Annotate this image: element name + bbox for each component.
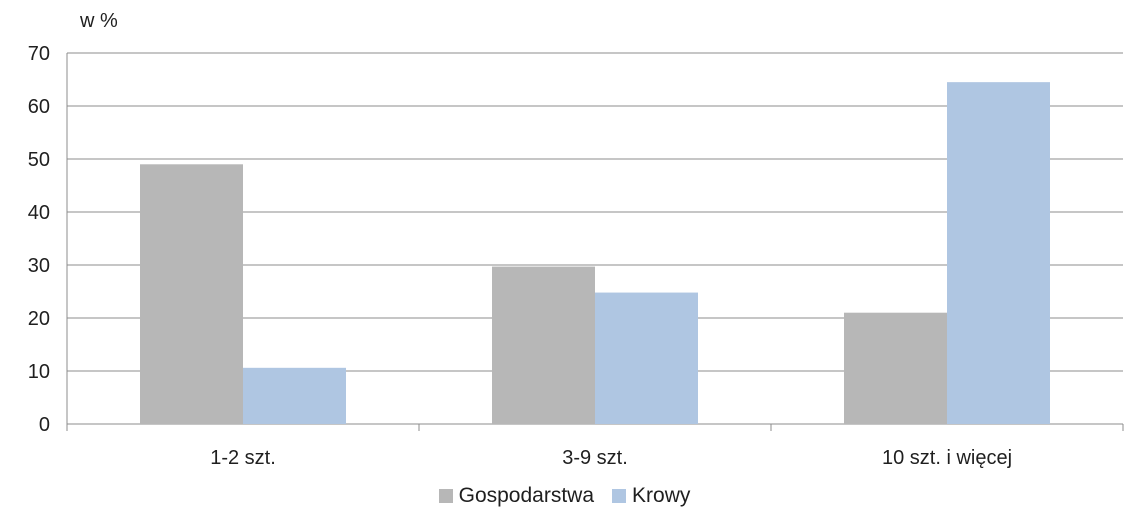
bar-krowy-1 [595,292,698,424]
legend-item-gospodarstwa: Gospodarstwa [438,484,595,508]
y-tick-label-30: 30 [28,255,50,277]
legend-label-gospodarstwa: Gospodarstwa [458,484,595,507]
legend-item-krowy: Krowy [612,484,690,508]
y-tick-label-60: 60 [28,96,50,118]
legend-swatch-krowy [612,489,627,503]
y-unit-label: w % [80,10,118,32]
y-tick-label-0: 0 [39,414,50,436]
bar-krowy-2 [947,82,1050,425]
x-tick-label-2: 10 szt. i więcej [882,447,1012,469]
y-tick-label-10: 10 [28,361,50,383]
legend-swatch-gospodarstwa [438,489,453,503]
legend-label-krowy: Krowy [632,484,691,507]
bar-gospodarstwa-1 [492,266,595,424]
y-tick-label-70: 70 [28,43,50,65]
y-tick-label-50: 50 [28,149,50,171]
bar-gospodarstwa-0 [140,164,243,425]
y-tick-label-20: 20 [28,308,50,330]
legend: Gospodarstwa Krowy [0,484,1129,508]
bar-krowy-0 [243,367,346,424]
x-tick-label-1: 3-9 szt. [562,447,628,469]
x-tick-label-0: 1-2 szt. [210,447,276,469]
y-tick-label-40: 40 [28,202,50,224]
bar-gospodarstwa-2 [844,312,947,424]
